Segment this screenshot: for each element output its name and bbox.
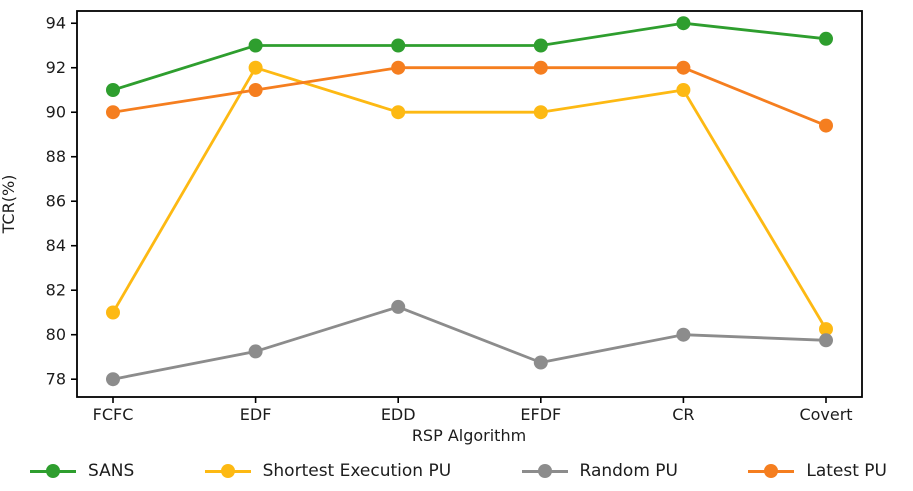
- x-tick-label: Covert: [799, 405, 852, 424]
- data-point-random-pu: [533, 355, 548, 370]
- legend-marker-icon: [521, 464, 568, 478]
- data-point-random-pu: [248, 344, 263, 359]
- series-line-latest-pu: [111, 66, 828, 127]
- data-point-random-pu: [391, 299, 406, 314]
- legend-label: Shortest Execution PU: [262, 461, 452, 481]
- legend-label: Latest PU: [806, 461, 887, 481]
- data-point-latest-pu: [676, 60, 691, 75]
- y-tick-label: 82: [46, 281, 66, 300]
- data-point-sans: [533, 38, 548, 53]
- y-tick-label: 94: [46, 14, 66, 33]
- data-point-latest-pu: [819, 118, 833, 133]
- y-axis-label: TCR(%): [0, 175, 18, 235]
- data-point-latest-pu: [533, 60, 548, 75]
- legend-item-sans: SANS: [30, 461, 134, 481]
- data-point-latest-pu: [248, 83, 263, 97]
- legend-dot: [46, 464, 60, 478]
- x-tick-label: EDF: [240, 405, 272, 424]
- legend-item-latest-pu: Latest PU: [748, 461, 887, 481]
- x-tick-label: EFDF: [520, 405, 561, 424]
- data-point-random-pu: [106, 372, 120, 387]
- line-chart: 78 80 82 84 86 88 90 92 94 FCFC EDF EDD EFDF CR Covert…: [0, 10, 863, 445]
- data-point-sans: [676, 16, 691, 31]
- legend-marker-icon: [204, 464, 251, 478]
- y-tick-label: 88: [46, 147, 66, 166]
- legend-dot: [220, 464, 235, 478]
- plot-area: 78 80 82 84 86 88 90 92 94 FCFC EDF EDD EFDF CR Covert: [46, 10, 863, 424]
- legend-label: Random PU: [579, 461, 678, 481]
- x-tick-label: CR: [672, 405, 694, 424]
- y-tick-label: 86: [46, 192, 66, 211]
- data-point-sans: [391, 38, 406, 53]
- data-point-sans: [248, 38, 263, 53]
- series-line-sans: [111, 21, 828, 92]
- data-point-random-pu: [676, 327, 691, 342]
- legend-dot: [537, 464, 552, 478]
- x-axis-label: RSP Algorithm: [412, 426, 526, 445]
- x-tick-label: FCFC: [93, 405, 134, 424]
- y-tick-label: 78: [46, 370, 66, 389]
- y-tick-label: 90: [46, 103, 66, 122]
- axes-spines: [76, 10, 863, 398]
- legend: SANS Shortest Execution PU Random PU Latest…: [0, 455, 913, 491]
- data-point-shortest-execution-pu: [391, 105, 406, 120]
- legend-marker-icon: [30, 464, 76, 478]
- data-point-sans: [819, 31, 833, 46]
- data-point-latest-pu: [106, 105, 120, 120]
- data-point-shortest-execution-pu: [676, 83, 691, 97]
- y-tick-label: 92: [46, 58, 66, 77]
- data-point-sans: [106, 83, 120, 97]
- data-point-shortest-execution-pu: [106, 305, 120, 320]
- data-point-shortest-execution-pu: [248, 60, 263, 75]
- data-point-shortest-execution-pu: [533, 105, 548, 120]
- legend-marker-icon: [748, 464, 795, 478]
- y-tick-label: 84: [46, 236, 66, 255]
- legend-label: SANS: [88, 461, 135, 481]
- legend-dot: [764, 464, 779, 478]
- series-line-shortest-execution-pu: [111, 66, 828, 331]
- data-point-random-pu: [819, 333, 833, 348]
- x-tick-label: EDD: [381, 405, 416, 424]
- data-point-shortest-execution-pu: [819, 322, 833, 337]
- data-point-latest-pu: [391, 60, 406, 75]
- legend-item-random-pu: Random PU: [521, 461, 678, 481]
- series-line-random-pu: [111, 305, 828, 381]
- legend-item-shortest-execution-pu: Shortest Execution PU: [204, 461, 452, 481]
- y-tick-label: 80: [46, 325, 66, 344]
